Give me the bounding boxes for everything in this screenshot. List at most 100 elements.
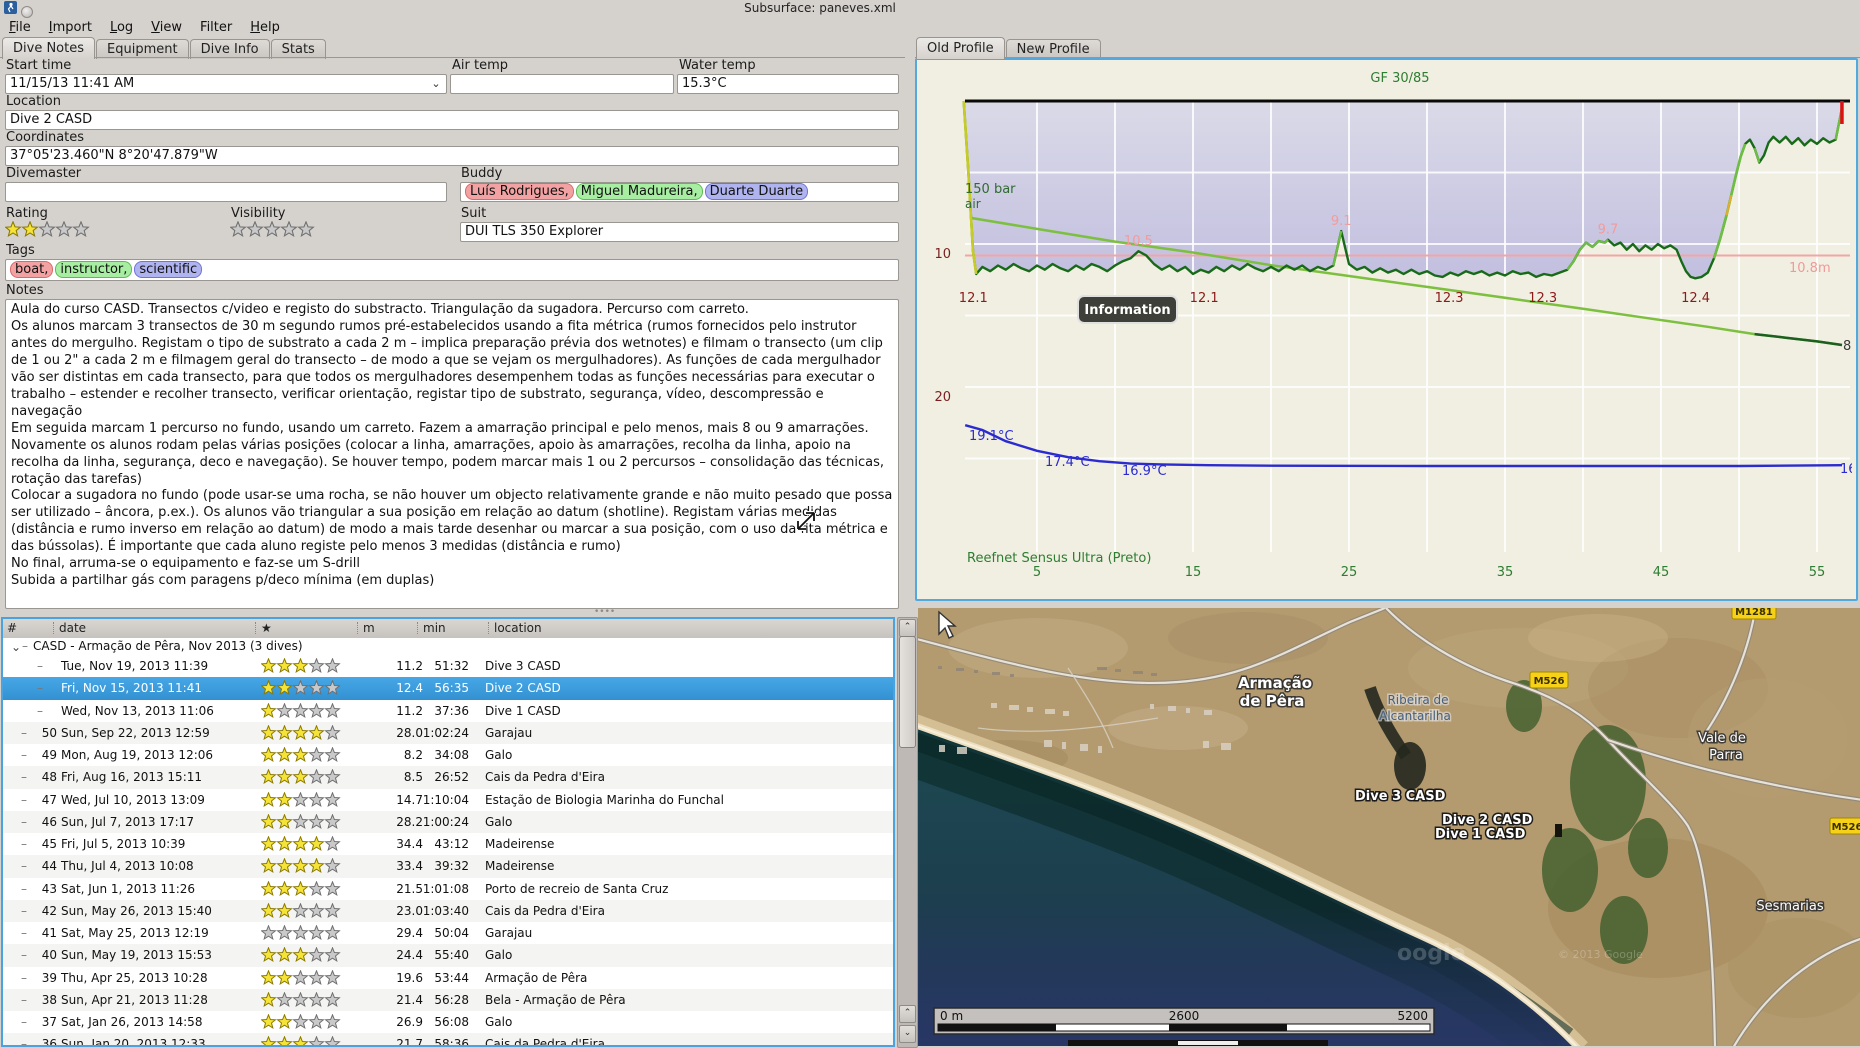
svg-text:10: 10 [934, 247, 951, 262]
table-row[interactable]: –43 Sat, Jun 1, 2013 11:26 21.5 1:01:08 Port… [3, 878, 893, 900]
divemaster-field[interactable] [5, 182, 447, 202]
column-header-★[interactable]: ★ [261, 621, 272, 635]
start-time-combo[interactable]: 11/15/13 11:41 AM ⌄ [5, 74, 447, 94]
table-row[interactable]: –40 Sun, May 19, 2013 15:53 24.4 55:40 Galo [3, 944, 893, 967]
svg-text:80: 80 [1843, 339, 1852, 354]
coordinates-field[interactable]: 37°05'23.460"N 8°20'47.879"W [5, 146, 899, 166]
suit-field[interactable]: DUI TLS 350 Explorer [460, 222, 899, 242]
column-header-#[interactable]: # [7, 621, 18, 635]
visibility-stars[interactable] [229, 220, 315, 239]
dive-duration: 37:36 [434, 703, 469, 718]
dive-rating-stars [260, 813, 341, 833]
dive-location: Bela - Armação de Pêra [485, 992, 626, 1007]
dive-rating-stars [260, 924, 341, 944]
tree-dash: – [21, 926, 27, 940]
table-row[interactable]: –46 Sun, Jul 7, 2013 17:17 28.2 1:00:24 Galo [3, 810, 893, 833]
table-row[interactable]: –41 Sat, May 25, 2013 12:19 29.4 50:04 Garaj… [3, 922, 893, 944]
header-separator [53, 622, 54, 634]
menu-log[interactable]: Log [109, 20, 134, 35]
tab-stats[interactable]: Stats [270, 39, 326, 59]
table-row[interactable]: –45 Fri, Jul 5, 2013 10:39 34.4 43:12 Madeir… [3, 833, 893, 855]
map-panel[interactable]: Armação de Pêra Ribeira de Alcantarilha Vale… [918, 608, 1860, 1046]
map-label: Alcantarilha [1379, 709, 1451, 723]
pill: boat, [10, 261, 54, 278]
tags-label: Tags [6, 243, 35, 258]
svg-text:20: 20 [934, 390, 951, 405]
dive-depth: 21.5 [396, 881, 423, 896]
header-separator [357, 622, 358, 634]
dive-date: Sun, Jul 7, 2013 17:17 [61, 814, 194, 829]
dive-list-scrollbar[interactable]: ⌃ ⌃ ⌄ [897, 617, 918, 1048]
svg-text:GF 30/85: GF 30/85 [1370, 71, 1429, 86]
table-row[interactable]: –50 Sun, Sep 22, 2013 12:59 28.0 1:02:24 Gar… [3, 721, 893, 744]
svg-text:M526: M526 [1832, 822, 1860, 833]
column-header-m[interactable]: m [363, 621, 375, 635]
dive-list[interactable]: # date ★ m min location ⌄ – CASD - Armação de Pê… [1, 617, 895, 1047]
column-header-min[interactable]: min [423, 621, 446, 635]
map-label: Parra [1709, 748, 1743, 763]
column-header-date[interactable]: date [59, 621, 87, 635]
table-row[interactable]: –37 Sat, Jan 26, 2013 14:58 26.9 56:08 Galo [3, 1011, 893, 1033]
scroll-up-button[interactable]: ⌃ [899, 619, 916, 637]
tree-dash: – [21, 770, 27, 785]
svg-text:45: 45 [1653, 565, 1670, 580]
dive-number: 50 [41, 725, 57, 740]
water-temp-field[interactable]: 15.3°C [677, 74, 899, 94]
buddy-field[interactable]: Luís Rodrigues, Miguel Madureira, Duarte D… [460, 182, 899, 202]
air-temp-field[interactable] [450, 74, 674, 94]
splitter-handle[interactable]: •••• [594, 607, 616, 617]
svg-text:19.1°C: 19.1°C [969, 429, 1014, 444]
menu-file[interactable]: File [9, 20, 31, 35]
dive-trip-row[interactable]: ⌄ – CASD - Armação de Pêra, Nov 2013 (3 di… [3, 638, 893, 655]
menu-filter[interactable]: Filter [200, 20, 233, 35]
table-row[interactable]: – Tue, Nov 19, 2013 11:39 11.2 51:32 Dive 3 … [3, 655, 893, 677]
tab-new-profile[interactable]: New Profile [1005, 39, 1101, 59]
table-row[interactable]: –49 Mon, Aug 19, 2013 12:06 8.2 34:08 Galo [3, 744, 893, 766]
svg-text:10.5: 10.5 [1124, 234, 1153, 249]
column-header-location[interactable]: location [494, 621, 542, 635]
table-row[interactable]: –44 Thu, Jul 4, 2013 10:08 33.4 39:32 Madeir… [3, 855, 893, 878]
map-label: Dive 1 CASD [1435, 827, 1526, 842]
table-row[interactable]: – Fri, Nov 15, 2013 11:41 12.4 56:35 Dive 2 … [3, 677, 893, 700]
left-tab-bar: Dive Notes Equipment Dive Info Stats [2, 37, 327, 59]
tree-dash: – [21, 725, 27, 740]
dive-number: 48 [41, 770, 57, 785]
tab-old-profile[interactable]: Old Profile [916, 37, 1005, 59]
chevron-down-icon[interactable]: ⌄ [431, 77, 441, 90]
titlebar[interactable]: Subsurface: paneves.xml [0, 0, 1860, 18]
tree-dash: – [21, 992, 27, 1007]
right-tab-bar: Old Profile New Profile [916, 37, 1102, 59]
table-row[interactable]: –39 Thu, Apr 25, 2013 10:28 19.6 53:44 Armaç… [3, 967, 893, 989]
menu-view[interactable]: View [151, 20, 183, 35]
header-separator [417, 622, 418, 634]
table-row[interactable]: –48 Fri, Aug 16, 2013 15:11 8.5 26:52 Cais d… [3, 766, 893, 789]
location-field[interactable]: Dive 2 CASD [5, 110, 899, 130]
dive-number: 39 [41, 970, 57, 985]
menu-import[interactable]: Import [48, 20, 92, 35]
table-row[interactable]: – 36 Sun, Jan 20, 2013 12:33 21.7 58:36 Cais … [3, 1033, 893, 1045]
tab-equipment[interactable]: Equipment [96, 39, 189, 59]
table-row[interactable]: – Wed, Nov 13, 2013 11:06 11.2 37:36 Dive 1 … [3, 700, 893, 722]
table-row[interactable]: –42 Sun, May 26, 2013 15:40 23.0 1:03:40 Cai… [3, 899, 893, 922]
map-label: Vale de [1698, 731, 1746, 746]
dive-duration: 1:10:04 [422, 792, 469, 807]
scrollbar-thumb[interactable] [899, 636, 916, 748]
scroll-down-button[interactable]: ⌄ [899, 1025, 916, 1043]
tags-field[interactable]: boat, instructor, scientific [5, 259, 899, 281]
tab-dive-info[interactable]: Dive Info [189, 39, 270, 59]
dive-number: 45 [41, 837, 57, 851]
scroll-up-button-2[interactable]: ⌃ [899, 1005, 916, 1023]
dive-duration: 55:40 [434, 948, 469, 963]
tab-dive-notes[interactable]: Dive Notes [2, 37, 95, 59]
table-row[interactable]: –47 Wed, Jul 10, 2013 13:09 14.7 1:10:04 Est… [3, 789, 893, 811]
notes-textarea[interactable]: Aula do curso CASD. Transectos c/video e… [5, 299, 899, 609]
pill: Duarte Duarte [704, 183, 809, 200]
dive-depth: 21.4 [396, 992, 423, 1007]
rating-stars[interactable] [4, 220, 90, 239]
table-row[interactable]: –38 Sun, Apr 21, 2013 11:28 21.4 56:28 Bela … [3, 988, 893, 1011]
dive-date: Sun, May 26, 2013 15:40 [61, 903, 212, 918]
svg-text:12.3: 12.3 [1435, 291, 1464, 306]
menu-help[interactable]: Help [250, 20, 280, 35]
